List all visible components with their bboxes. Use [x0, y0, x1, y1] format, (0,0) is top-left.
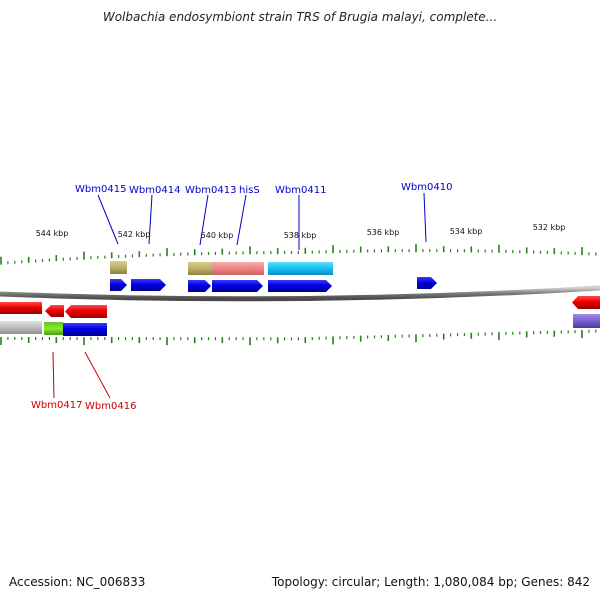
- forward-gene-labels: Wbm0415 Wbm0414 Wbm0413 hisS Wbm0411 Wbm…: [75, 182, 452, 250]
- gene-label-wbm0410[interactable]: Wbm0410: [401, 182, 452, 193]
- genome-stats-text: Topology: circular; Length: 1,080,084 bp…: [271, 575, 590, 589]
- feature-box-hisS[interactable]: [212, 262, 264, 275]
- gene-arrow-wbm0414[interactable]: [131, 279, 166, 291]
- ruler-label-532: 532 kbp: [533, 223, 566, 232]
- leader-line-wbm0414: [148, 194, 153, 245]
- ruler-label-544: 544 kbp: [36, 229, 69, 238]
- leader-line-wbm0415: [97, 194, 119, 245]
- gene-arrow-wbm0411[interactable]: [268, 280, 332, 292]
- ruler-label-540: 540 kbp: [201, 231, 234, 240]
- gene-arrow-hisS[interactable]: [212, 280, 263, 292]
- leader-line-wbm0410: [423, 192, 427, 243]
- ruler-labels: 544 kbp 542 kbp 540 kbp 538 kbp 536 kbp …: [36, 223, 566, 240]
- gene-arrow-wbm0417[interactable]: [45, 305, 64, 317]
- gene-arrow-wbm0413[interactable]: [188, 280, 211, 292]
- ruler-label-536: 536 kbp: [367, 228, 400, 237]
- ruler-label-542: 542 kbp: [118, 230, 151, 239]
- feature-box-reverse-edge-right[interactable]: [573, 314, 600, 328]
- accession-text: Accession: NC_006833: [9, 575, 146, 589]
- ruler-ticks-top: [0, 244, 597, 265]
- gene-label-wbm0416[interactable]: Wbm0416: [85, 401, 136, 412]
- gene-arrow-wbm0416[interactable]: [65, 305, 107, 318]
- gene-label-hisS[interactable]: hisS: [239, 185, 260, 196]
- ruler-label-534: 534 kbp: [450, 227, 483, 236]
- feature-box-wbm0413[interactable]: [188, 262, 212, 275]
- leader-line-wbm0413: [199, 194, 209, 246]
- gene-arrow-wbm0415[interactable]: [110, 279, 127, 291]
- feature-box-wbm0416[interactable]: [63, 323, 107, 336]
- gene-label-wbm0414[interactable]: Wbm0414: [129, 185, 180, 196]
- gene-label-wbm0411[interactable]: Wbm0411: [275, 185, 326, 196]
- ruler-ticks-bottom: [0, 329, 597, 346]
- leader-line-wbm0417: [52, 351, 55, 399]
- gene-label-wbm0415[interactable]: Wbm0415: [75, 184, 126, 195]
- gene-label-wbm0417[interactable]: Wbm0417: [31, 400, 82, 411]
- gene-arrow-reverse-edge-left[interactable]: [0, 302, 42, 314]
- leader-line-hisS: [236, 194, 247, 246]
- feature-box-wbm0415[interactable]: [110, 261, 127, 274]
- gene-label-wbm0413[interactable]: Wbm0413: [185, 185, 236, 196]
- feature-box-wbm0411[interactable]: [268, 262, 333, 275]
- map-title: Wolbachia endosymbiont strain TRS of Bru…: [102, 10, 498, 24]
- leader-line-wbm0416: [84, 351, 111, 399]
- feature-box-wbm0417[interactable]: [44, 322, 63, 335]
- reverse-gene-labels: Wbm0417 Wbm0416: [31, 351, 136, 412]
- feature-box-reverse-edge-left[interactable]: [0, 321, 42, 334]
- ruler-label-538: 538 kbp: [284, 231, 317, 240]
- gene-arrow-reverse-edge-right[interactable]: [572, 296, 600, 309]
- chromosome-backbone: [0, 285, 600, 302]
- gene-arrow-wbm0410[interactable]: [417, 277, 437, 289]
